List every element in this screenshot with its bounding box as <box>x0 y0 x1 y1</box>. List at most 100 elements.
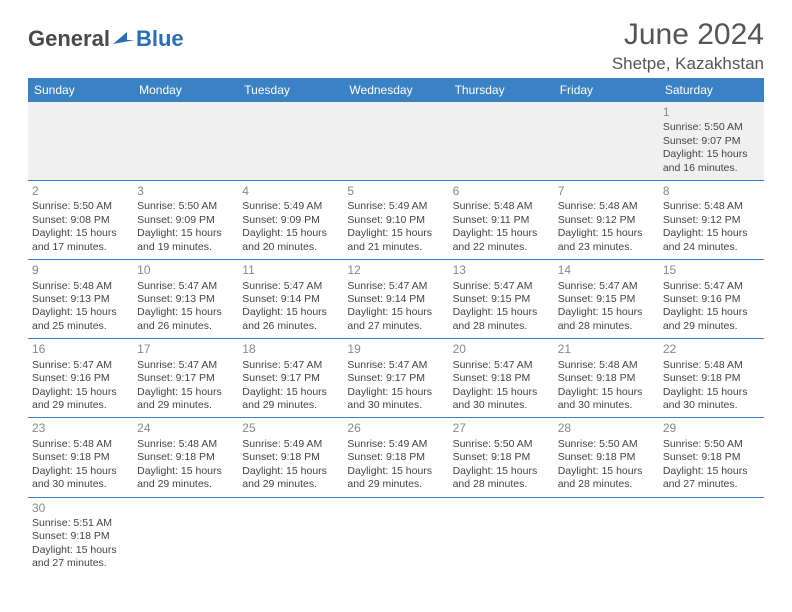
daylight-line2: and 30 minutes. <box>453 399 550 412</box>
daylight-line1: Daylight: 15 hours <box>32 465 129 478</box>
sunrise-text: Sunrise: 5:47 AM <box>32 359 129 372</box>
daylight-line1: Daylight: 15 hours <box>663 227 760 240</box>
daylight-line1: Daylight: 15 hours <box>242 386 339 399</box>
daylight-line1: Daylight: 15 hours <box>242 306 339 319</box>
sunset-text: Sunset: 9:12 PM <box>663 214 760 227</box>
calendar-cell: 16Sunrise: 5:47 AMSunset: 9:16 PMDayligh… <box>28 339 133 418</box>
daylight-line1: Daylight: 15 hours <box>558 386 655 399</box>
calendar-cell: 14Sunrise: 5:47 AMSunset: 9:15 PMDayligh… <box>554 260 659 339</box>
daylight-line2: and 29 minutes. <box>32 399 129 412</box>
calendar-cell: 22Sunrise: 5:48 AMSunset: 9:18 PMDayligh… <box>659 339 764 418</box>
calendar-cell <box>449 497 554 576</box>
daylight-line2: and 26 minutes. <box>137 320 234 333</box>
sunset-text: Sunset: 9:15 PM <box>453 293 550 306</box>
day-number: 27 <box>453 421 550 436</box>
day-number: 5 <box>347 184 444 199</box>
daylight-line2: and 29 minutes. <box>242 399 339 412</box>
sunrise-text: Sunrise: 5:47 AM <box>347 359 444 372</box>
daylight-line1: Daylight: 15 hours <box>32 306 129 319</box>
calendar-row: 16Sunrise: 5:47 AMSunset: 9:16 PMDayligh… <box>28 339 764 418</box>
sunset-text: Sunset: 9:18 PM <box>558 451 655 464</box>
daylight-line1: Daylight: 15 hours <box>242 227 339 240</box>
sunset-text: Sunset: 9:18 PM <box>663 372 760 385</box>
daylight-line1: Daylight: 15 hours <box>347 227 444 240</box>
calendar-cell: 20Sunrise: 5:47 AMSunset: 9:18 PMDayligh… <box>449 339 554 418</box>
calendar-cell <box>659 497 764 576</box>
day-number: 9 <box>32 263 129 278</box>
sunrise-text: Sunrise: 5:48 AM <box>558 200 655 213</box>
daylight-line1: Daylight: 15 hours <box>137 386 234 399</box>
daylight-line1: Daylight: 15 hours <box>347 306 444 319</box>
daylight-line2: and 27 minutes. <box>347 320 444 333</box>
sunrise-text: Sunrise: 5:48 AM <box>663 200 760 213</box>
day-number: 20 <box>453 342 550 357</box>
calendar-cell: 9Sunrise: 5:48 AMSunset: 9:13 PMDaylight… <box>28 260 133 339</box>
daylight-line2: and 22 minutes. <box>453 241 550 254</box>
sunrise-text: Sunrise: 5:49 AM <box>242 438 339 451</box>
daylight-line2: and 28 minutes. <box>558 478 655 491</box>
calendar-row: 2Sunrise: 5:50 AMSunset: 9:08 PMDaylight… <box>28 181 764 260</box>
calendar-cell <box>343 102 448 181</box>
sunrise-text: Sunrise: 5:50 AM <box>558 438 655 451</box>
calendar-cell <box>28 102 133 181</box>
day-number: 6 <box>453 184 550 199</box>
page-title: June 2024 <box>612 18 764 52</box>
calendar-table: Sunday Monday Tuesday Wednesday Thursday… <box>28 78 764 576</box>
daylight-line2: and 20 minutes. <box>242 241 339 254</box>
calendar-cell: 1Sunrise: 5:50 AMSunset: 9:07 PMDaylight… <box>659 102 764 181</box>
title-block: June 2024 Shetpe, Kazakhstan <box>612 18 764 74</box>
sunset-text: Sunset: 9:18 PM <box>242 451 339 464</box>
daylight-line1: Daylight: 15 hours <box>453 465 550 478</box>
daylight-line1: Daylight: 15 hours <box>32 544 129 557</box>
calendar-cell: 18Sunrise: 5:47 AMSunset: 9:17 PMDayligh… <box>238 339 343 418</box>
day-number: 18 <box>242 342 339 357</box>
sunrise-text: Sunrise: 5:47 AM <box>242 359 339 372</box>
daylight-line2: and 28 minutes. <box>453 478 550 491</box>
sunrise-text: Sunrise: 5:47 AM <box>347 280 444 293</box>
calendar-cell: 25Sunrise: 5:49 AMSunset: 9:18 PMDayligh… <box>238 418 343 497</box>
day-number: 3 <box>137 184 234 199</box>
calendar-cell: 5Sunrise: 5:49 AMSunset: 9:10 PMDaylight… <box>343 181 448 260</box>
day-number: 26 <box>347 421 444 436</box>
sunrise-text: Sunrise: 5:48 AM <box>453 200 550 213</box>
daylight-line2: and 28 minutes. <box>558 320 655 333</box>
col-saturday: Saturday <box>659 78 764 102</box>
daylight-line2: and 30 minutes. <box>663 399 760 412</box>
sunrise-text: Sunrise: 5:49 AM <box>242 200 339 213</box>
calendar-cell: 26Sunrise: 5:49 AMSunset: 9:18 PMDayligh… <box>343 418 448 497</box>
calendar-cell <box>238 497 343 576</box>
sunset-text: Sunset: 9:16 PM <box>32 372 129 385</box>
sunrise-text: Sunrise: 5:50 AM <box>663 121 760 134</box>
sunset-text: Sunset: 9:07 PM <box>663 135 760 148</box>
calendar-cell: 28Sunrise: 5:50 AMSunset: 9:18 PMDayligh… <box>554 418 659 497</box>
sunrise-text: Sunrise: 5:47 AM <box>137 280 234 293</box>
col-wednesday: Wednesday <box>343 78 448 102</box>
calendar-cell <box>554 497 659 576</box>
daylight-line2: and 28 minutes. <box>453 320 550 333</box>
calendar-cell <box>133 102 238 181</box>
calendar-cell: 24Sunrise: 5:48 AMSunset: 9:18 PMDayligh… <box>133 418 238 497</box>
sunset-text: Sunset: 9:14 PM <box>242 293 339 306</box>
calendar-row: 23Sunrise: 5:48 AMSunset: 9:18 PMDayligh… <box>28 418 764 497</box>
calendar-cell <box>133 497 238 576</box>
day-number: 8 <box>663 184 760 199</box>
day-number: 21 <box>558 342 655 357</box>
calendar-cell: 30Sunrise: 5:51 AMSunset: 9:18 PMDayligh… <box>28 497 133 576</box>
daylight-line1: Daylight: 15 hours <box>453 306 550 319</box>
daylight-line2: and 25 minutes. <box>32 320 129 333</box>
day-number: 22 <box>663 342 760 357</box>
calendar-cell <box>238 102 343 181</box>
sunrise-text: Sunrise: 5:49 AM <box>347 438 444 451</box>
sunrise-text: Sunrise: 5:48 AM <box>558 359 655 372</box>
sunrise-text: Sunrise: 5:49 AM <box>347 200 444 213</box>
daylight-line2: and 26 minutes. <box>242 320 339 333</box>
calendar-cell: 8Sunrise: 5:48 AMSunset: 9:12 PMDaylight… <box>659 181 764 260</box>
calendar-cell: 10Sunrise: 5:47 AMSunset: 9:13 PMDayligh… <box>133 260 238 339</box>
daylight-line2: and 27 minutes. <box>32 557 129 570</box>
calendar-cell: 19Sunrise: 5:47 AMSunset: 9:17 PMDayligh… <box>343 339 448 418</box>
daylight-line1: Daylight: 15 hours <box>558 227 655 240</box>
day-number: 16 <box>32 342 129 357</box>
sunset-text: Sunset: 9:09 PM <box>137 214 234 227</box>
daylight-line1: Daylight: 15 hours <box>137 306 234 319</box>
weekday-header-row: Sunday Monday Tuesday Wednesday Thursday… <box>28 78 764 102</box>
